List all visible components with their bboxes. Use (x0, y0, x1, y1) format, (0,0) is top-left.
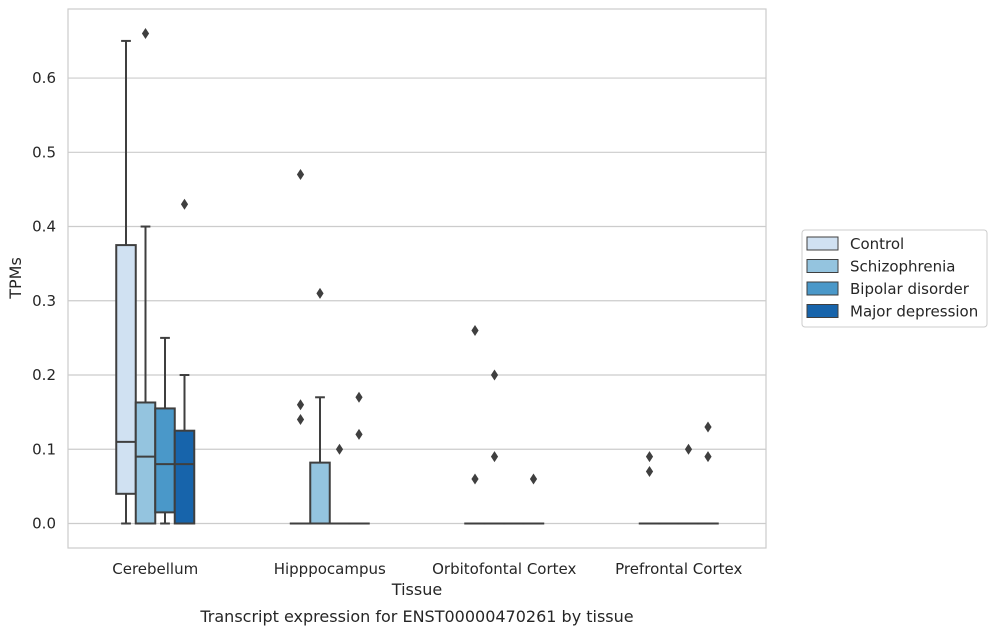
outlier-marker (141, 28, 150, 39)
legend-label: Bipolar disorder (850, 280, 970, 298)
x-tick-label: Orbitofontal Cortex (432, 560, 576, 578)
x-tick-labels: Cerebellum Hipppocampus Orbitofontal Corte… (112, 560, 742, 578)
box-bipolar-disorder (154, 336, 176, 525)
legend-swatch (806, 304, 839, 318)
outlier-marker (529, 473, 538, 485)
outlier-marker (471, 473, 479, 485)
plot-area-frame (67, 8, 767, 549)
y-tick-label: 0.2 (32, 366, 56, 384)
outlier-marker (684, 443, 693, 455)
outlier-marker (296, 414, 305, 426)
box-schizophrenia (309, 396, 331, 525)
boxes (115, 39, 719, 525)
box-body (115, 244, 137, 495)
box-body (173, 429, 196, 525)
box-control (115, 39, 137, 525)
box-body (134, 401, 157, 525)
legend-label: Control (850, 235, 904, 253)
outlier-marker (355, 391, 363, 403)
outlier-marker (645, 451, 654, 463)
box-body (309, 461, 331, 525)
y-tick-label: 0.4 (32, 218, 56, 236)
y-tick-label: 0.6 (32, 69, 56, 87)
x-axis-title: Tissue (391, 580, 442, 599)
outlier-marker (335, 443, 344, 455)
outlier-marker (704, 421, 712, 433)
outlier-marker (704, 451, 712, 463)
outlier-marker (490, 451, 499, 463)
x-tick-label: Cerebellum (112, 560, 198, 578)
outlier-marker (490, 369, 499, 381)
chart-title: Transcript expression for ENST0000047026… (199, 607, 633, 626)
x-tick-label: Hipppocampus (274, 560, 386, 578)
x-tick-label: Prefrontal Cortex (615, 560, 742, 578)
legend-items: Control Schizophrenia Bipolar disorder Majo… (806, 235, 978, 321)
outlier-marker (471, 324, 479, 336)
y-tick-labels: 0.0 0.1 0.2 0.3 0.4 0.5 0.6 (32, 69, 56, 532)
y-axis-title: TPMs (6, 257, 25, 300)
outlier-marker (355, 428, 363, 440)
legend-label: Major depression (850, 303, 978, 321)
y-tick-label: 0.5 (32, 143, 56, 161)
box-body (154, 407, 176, 514)
legend-swatch (806, 259, 839, 273)
legend-frame (801, 229, 988, 328)
outliers (141, 28, 712, 485)
legend-swatch (806, 281, 839, 296)
y-tick-label: 0.1 (32, 440, 56, 458)
outlier-marker (296, 169, 305, 181)
outlier-marker (316, 287, 324, 299)
legend-swatch (806, 236, 839, 251)
y-tick-label: 0.0 (32, 515, 56, 533)
outlier-marker (645, 466, 654, 478)
box-major-depression (173, 374, 196, 525)
outlier-marker (296, 399, 305, 411)
y-tick-label: 0.3 (32, 292, 56, 310)
outlier-marker (180, 198, 189, 210)
legend-label: Schizophrenia (850, 258, 955, 276)
legend: Control Schizophrenia Bipolar disorder Majo… (801, 229, 988, 328)
box-schizophrenia (134, 225, 157, 525)
